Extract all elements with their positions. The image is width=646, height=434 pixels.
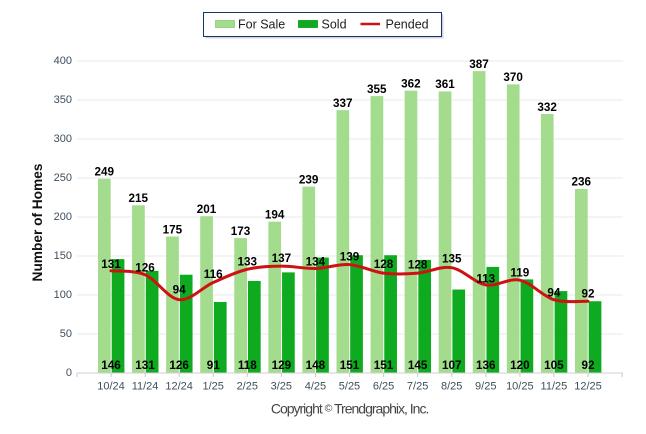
- svg-text:8/25: 8/25: [441, 381, 462, 393]
- svg-text:136: 136: [476, 359, 496, 372]
- svg-text:6/25: 6/25: [373, 381, 394, 393]
- svg-text:4/25: 4/25: [305, 381, 326, 393]
- svg-text:134: 134: [306, 256, 326, 269]
- svg-text:9/25: 9/25: [475, 381, 496, 393]
- svg-text:131: 131: [135, 359, 155, 372]
- svg-text:300: 300: [54, 133, 72, 145]
- svg-text:Copyright © Trendgraphix, Inc.: Copyright © Trendgraphix, Inc.: [271, 401, 429, 417]
- svg-text:148: 148: [306, 359, 326, 372]
- svg-text:11/25: 11/25: [541, 381, 568, 393]
- svg-text:337: 337: [333, 97, 353, 110]
- svg-text:370: 370: [503, 71, 523, 84]
- svg-text:135: 135: [442, 252, 462, 265]
- svg-text:92: 92: [581, 288, 595, 301]
- svg-text:133: 133: [238, 256, 258, 269]
- svg-text:400: 400: [54, 55, 72, 67]
- svg-text:5/25: 5/25: [339, 381, 360, 393]
- svg-text:Number of Homes: Number of Homes: [30, 163, 45, 281]
- svg-text:119: 119: [510, 267, 529, 280]
- svg-text:7/25: 7/25: [407, 381, 428, 393]
- svg-text:146: 146: [101, 359, 121, 372]
- svg-text:113: 113: [476, 273, 495, 286]
- svg-text:116: 116: [204, 268, 223, 281]
- svg-text:151: 151: [374, 359, 394, 372]
- svg-text:3/25: 3/25: [271, 381, 292, 393]
- svg-text:100: 100: [54, 289, 72, 301]
- svg-text:194: 194: [265, 208, 285, 221]
- svg-text:239: 239: [299, 173, 319, 186]
- svg-text:215: 215: [129, 192, 149, 205]
- svg-text:107: 107: [442, 359, 462, 372]
- svg-text:150: 150: [54, 250, 72, 262]
- svg-text:145: 145: [408, 359, 428, 372]
- svg-text:129: 129: [272, 359, 292, 372]
- svg-text:362: 362: [401, 77, 421, 90]
- svg-text:137: 137: [272, 252, 292, 265]
- svg-text:12/25: 12/25: [574, 381, 602, 393]
- svg-text:Pended: Pended: [386, 18, 429, 32]
- svg-text:361: 361: [435, 78, 455, 91]
- svg-text:126: 126: [135, 262, 155, 275]
- svg-text:2/25: 2/25: [237, 381, 258, 393]
- svg-text:200: 200: [54, 211, 72, 223]
- svg-text:120: 120: [510, 359, 530, 372]
- svg-text:12/24: 12/24: [165, 381, 193, 393]
- svg-text:151: 151: [340, 359, 360, 372]
- svg-text:139: 139: [340, 250, 360, 263]
- svg-text:128: 128: [374, 258, 394, 271]
- svg-text:50: 50: [60, 328, 72, 340]
- svg-text:Sold: Sold: [322, 18, 347, 32]
- svg-text:175: 175: [163, 223, 183, 236]
- svg-text:201: 201: [197, 203, 217, 216]
- svg-text:94: 94: [173, 283, 187, 296]
- svg-text:387: 387: [469, 58, 489, 71]
- svg-text:91: 91: [207, 359, 221, 372]
- svg-text:355: 355: [367, 83, 387, 96]
- svg-text:10/24: 10/24: [97, 381, 125, 393]
- svg-text:249: 249: [94, 166, 114, 179]
- svg-text:10/25: 10/25: [506, 381, 534, 393]
- svg-text:118: 118: [238, 359, 257, 372]
- svg-text:For Sale: For Sale: [238, 18, 285, 32]
- svg-text:332: 332: [537, 101, 557, 114]
- svg-text:94: 94: [547, 287, 561, 300]
- svg-text:1/25: 1/25: [202, 381, 223, 393]
- svg-text:350: 350: [54, 94, 72, 106]
- svg-text:250: 250: [54, 172, 72, 184]
- svg-text:128: 128: [408, 259, 428, 272]
- svg-text:105: 105: [544, 359, 564, 372]
- svg-text:0: 0: [66, 367, 72, 379]
- svg-text:173: 173: [231, 225, 251, 238]
- svg-text:126: 126: [169, 359, 189, 372]
- svg-text:92: 92: [581, 359, 595, 372]
- svg-text:131: 131: [101, 258, 121, 271]
- svg-text:236: 236: [571, 176, 591, 189]
- svg-text:11/24: 11/24: [132, 381, 159, 393]
